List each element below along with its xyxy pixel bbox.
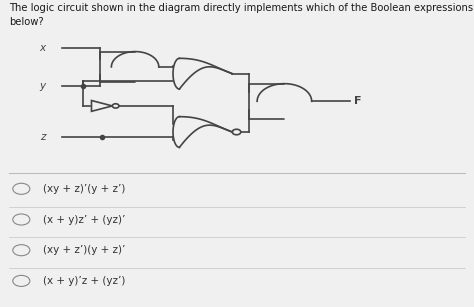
Text: z: z	[40, 132, 46, 142]
Text: y: y	[40, 81, 46, 91]
Text: (x + y)z’ + (yz)’: (x + y)z’ + (yz)’	[43, 215, 125, 224]
Text: (x + y)’z + (yz’): (x + y)’z + (yz’)	[43, 276, 125, 286]
Text: F: F	[354, 96, 362, 106]
Text: The logic circuit shown in the diagram directly implements which of the Boolean : The logic circuit shown in the diagram d…	[9, 3, 474, 27]
Text: (xy + z’)(y + z)’: (xy + z’)(y + z)’	[43, 245, 125, 255]
Text: (xy + z)’(y + z’): (xy + z)’(y + z’)	[43, 184, 125, 194]
Text: x: x	[40, 43, 46, 52]
